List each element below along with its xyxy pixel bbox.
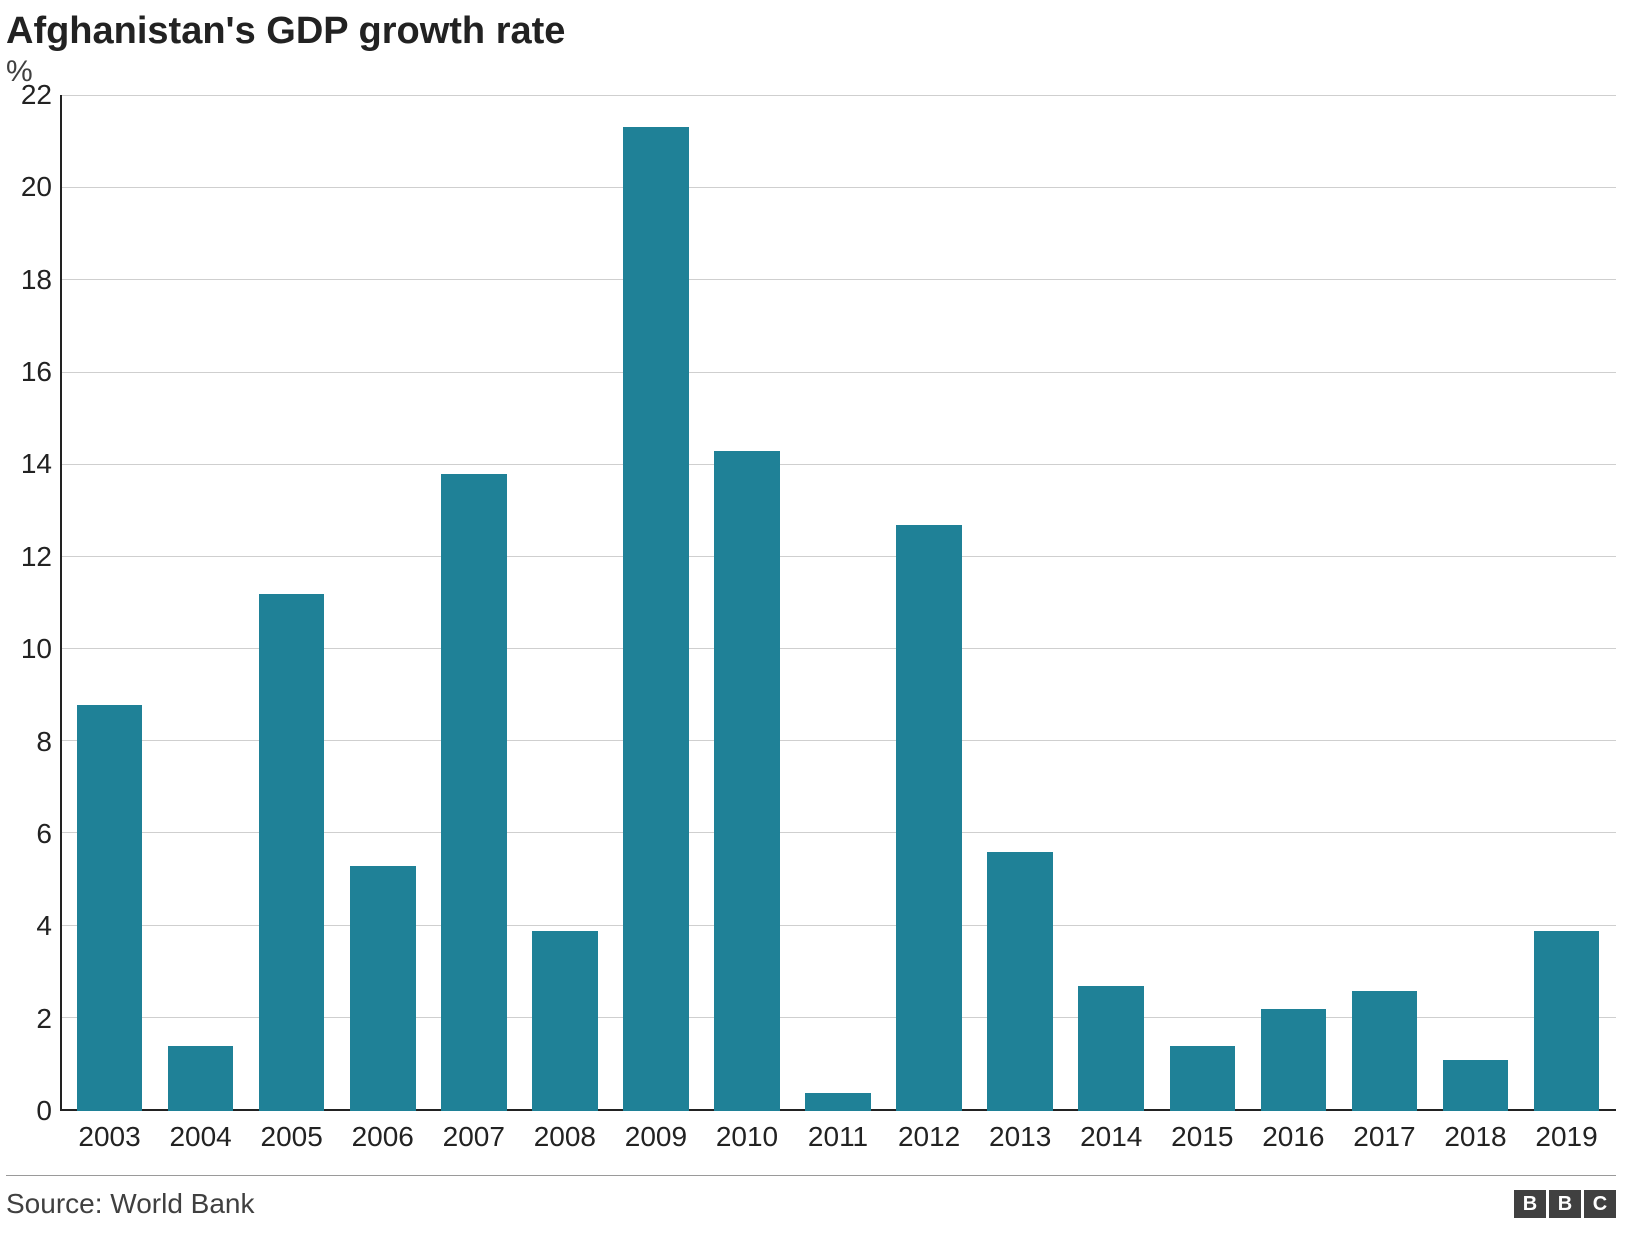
bar-slot <box>701 95 792 1111</box>
y-tick-label: 0 <box>36 1095 52 1127</box>
bar <box>896 525 962 1112</box>
x-tick-label: 2007 <box>428 1121 519 1153</box>
x-axis: 2003200420052006200720082009201020112012… <box>60 1111 1616 1153</box>
x-tick-label: 2011 <box>793 1121 884 1153</box>
bar <box>714 451 780 1111</box>
bar-slot <box>1157 95 1248 1111</box>
source-text: Source: World Bank <box>6 1188 255 1220</box>
bars <box>60 95 1616 1111</box>
bar <box>168 1046 234 1111</box>
bar <box>350 866 416 1111</box>
x-tick-label: 2004 <box>155 1121 246 1153</box>
bar-slot <box>975 95 1066 1111</box>
x-tick-label: 2018 <box>1430 1121 1521 1153</box>
x-tick-label: 2016 <box>1248 1121 1339 1153</box>
bar <box>532 931 598 1111</box>
y-tick-label: 4 <box>36 910 52 942</box>
bar-slot <box>1066 95 1157 1111</box>
bar-slot <box>428 95 519 1111</box>
bar <box>441 474 507 1111</box>
y-tick-label: 18 <box>21 264 52 296</box>
chart-container: Afghanistan's GDP growth rate % 0 2 4 6 8 10 1… <box>0 0 1632 1234</box>
x-tick-label: 2019 <box>1521 1121 1612 1153</box>
y-tick-label: 10 <box>21 633 52 665</box>
bar-slot <box>1248 95 1339 1111</box>
y-tick-label: 8 <box>36 726 52 758</box>
y-tick-label: 12 <box>21 541 52 573</box>
chart-footer: Source: World Bank BBC <box>6 1175 1616 1220</box>
bar <box>1534 931 1600 1111</box>
bar-slot <box>519 95 610 1111</box>
bar <box>805 1093 871 1111</box>
bbc-logo-box: B <box>1549 1190 1581 1218</box>
x-tick-label: 2006 <box>337 1121 428 1153</box>
bar-slot <box>610 95 701 1111</box>
y-tick-label: 20 <box>21 171 52 203</box>
bar <box>1261 1009 1327 1111</box>
y-tick-label: 14 <box>21 448 52 480</box>
bar <box>1443 1060 1509 1111</box>
x-tick-label: 2008 <box>519 1121 610 1153</box>
chart-subtitle: % <box>6 55 1616 89</box>
bar <box>1352 991 1418 1111</box>
x-tick-label: 2012 <box>884 1121 975 1153</box>
x-tick-label: 2010 <box>701 1121 792 1153</box>
bar <box>77 705 143 1111</box>
bbc-logo: BBC <box>1514 1190 1616 1218</box>
bbc-logo-box: C <box>1584 1190 1616 1218</box>
plot-area: 0246810121416182022 <box>6 95 1616 1111</box>
bbc-logo-box: B <box>1514 1190 1546 1218</box>
bar <box>623 127 689 1111</box>
bar-slot <box>337 95 428 1111</box>
bar-slot <box>1430 95 1521 1111</box>
y-tick-label: 6 <box>36 818 52 850</box>
bar-slot <box>1521 95 1612 1111</box>
y-tick-label: 16 <box>21 356 52 388</box>
bar-slot <box>155 95 246 1111</box>
x-tick-label: 2005 <box>246 1121 337 1153</box>
x-tick-label: 2013 <box>975 1121 1066 1153</box>
chart-title: Afghanistan's GDP growth rate <box>6 10 1616 53</box>
y-tick-label: 22 <box>21 79 52 111</box>
x-tick-label: 2009 <box>610 1121 701 1153</box>
bar-slot <box>1339 95 1430 1111</box>
y-axis: 0246810121416182022 <box>6 95 60 1111</box>
bar-slot <box>64 95 155 1111</box>
bar-slot <box>884 95 975 1111</box>
bar <box>1170 1046 1236 1111</box>
x-tick-label: 2017 <box>1339 1121 1430 1153</box>
y-tick-label: 2 <box>36 1003 52 1035</box>
bar-slot <box>246 95 337 1111</box>
bar <box>259 594 325 1111</box>
bar <box>1078 986 1144 1111</box>
x-tick-label: 2003 <box>64 1121 155 1153</box>
x-tick-label: 2015 <box>1157 1121 1248 1153</box>
x-tick-label: 2014 <box>1066 1121 1157 1153</box>
bar <box>987 852 1053 1111</box>
bar-slot <box>793 95 884 1111</box>
